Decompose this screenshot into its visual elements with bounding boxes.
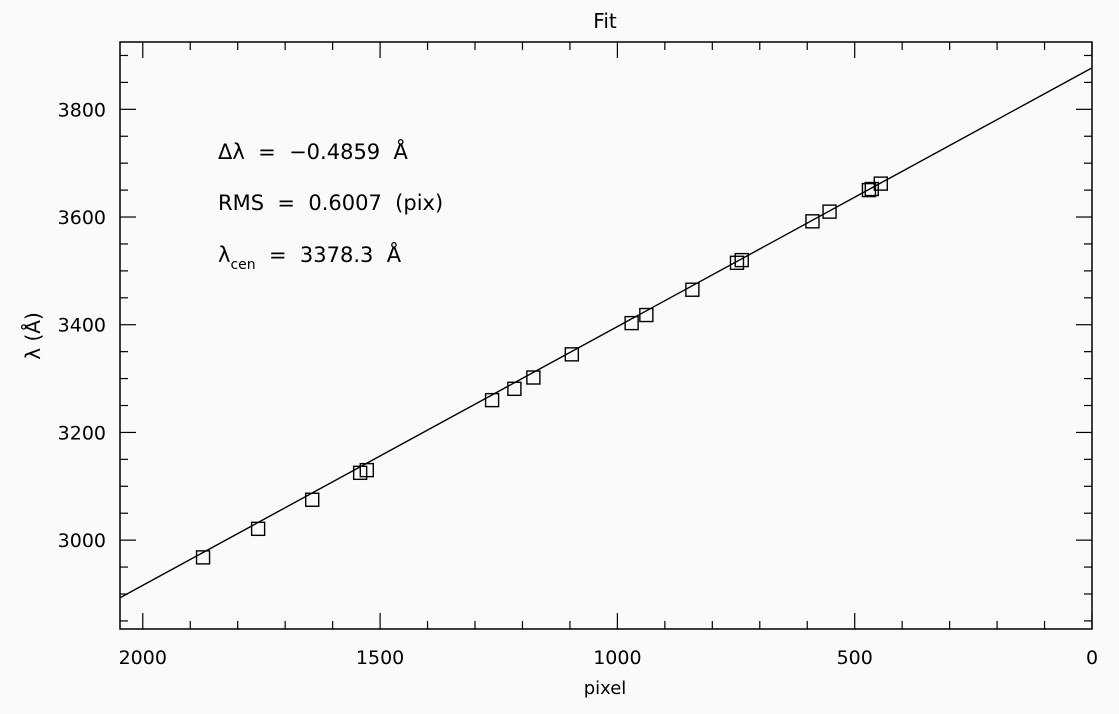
data-point-square bbox=[734, 252, 749, 268]
data-point-square bbox=[195, 550, 211, 565]
lambda-cen-value: = 3378.3 Å bbox=[256, 241, 402, 267]
x-tick-label: 0 bbox=[1086, 647, 1098, 669]
data-point-square bbox=[484, 392, 500, 408]
tick-labels: 2000 1500 1000 500 0 3000 3200 3400 3600 3800 bbox=[58, 99, 1098, 669]
x-axis-label: pixel bbox=[584, 678, 627, 699]
data-markers bbox=[195, 176, 888, 565]
data-point-square bbox=[359, 462, 374, 478]
x-tick-label: 2000 bbox=[119, 647, 167, 669]
chart-title: Fit bbox=[593, 9, 617, 33]
fit-line-group bbox=[119, 67, 1093, 599]
x-tick-label: 1000 bbox=[593, 647, 641, 669]
data-point-square bbox=[864, 181, 879, 197]
lambda-cen-subscript: cen bbox=[230, 257, 255, 273]
y-tick-label: 3800 bbox=[58, 99, 106, 121]
y-tick-label: 3400 bbox=[58, 315, 106, 337]
data-point-square bbox=[685, 282, 700, 297]
data-point-square bbox=[729, 255, 745, 270]
y-axis-label: λ (Å) bbox=[21, 312, 45, 359]
y-tick-label: 3200 bbox=[58, 422, 106, 444]
data-point-square bbox=[250, 521, 266, 537]
data-point-square bbox=[507, 381, 522, 397]
x-tick-label: 500 bbox=[837, 647, 873, 669]
data-point-square bbox=[564, 347, 580, 362]
data-point-square bbox=[526, 370, 541, 385]
data-point-square bbox=[624, 315, 639, 331]
lambda-cen-annotation: λcen = 3378.3 Å bbox=[218, 241, 402, 273]
y-tick-label: 3000 bbox=[58, 530, 106, 552]
fit-line bbox=[119, 67, 1093, 599]
rms-annotation: RMS = 0.6007 (pix) bbox=[218, 191, 443, 215]
y-tick-label: 3600 bbox=[58, 207, 106, 229]
data-point-square bbox=[805, 214, 820, 229]
plot-frame bbox=[119, 41, 1093, 630]
data-point-square bbox=[305, 492, 320, 507]
delta-lambda-annotation: Δλ = −0.4859 Å bbox=[218, 138, 409, 164]
data-point-square bbox=[822, 204, 837, 219]
data-point-square bbox=[873, 176, 888, 191]
data-point-square bbox=[639, 307, 654, 323]
axis-ticks bbox=[120, 42, 1093, 629]
x-tick-label: 1500 bbox=[356, 647, 404, 669]
lambda-cen-symbol: λ bbox=[218, 243, 230, 267]
